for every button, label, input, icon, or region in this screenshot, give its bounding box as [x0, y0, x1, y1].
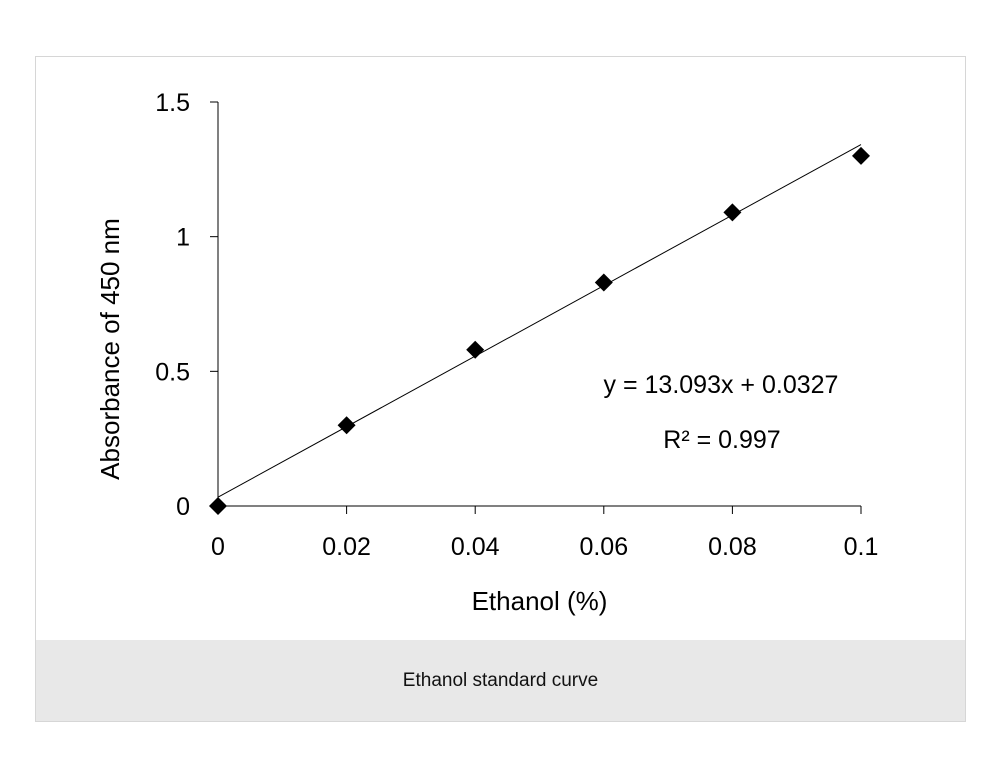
x-tick-label: 0.08 [708, 533, 757, 561]
y-tick-label: 1 [176, 224, 190, 252]
data-points [209, 146, 870, 515]
y-tick-label: 1.5 [155, 89, 190, 117]
y-axis-title: Absorbance of 450 nm [95, 218, 125, 480]
data-point-diamond [852, 146, 870, 165]
x-tick-label: 0.02 [322, 533, 371, 561]
x-tick-label: 0 [211, 533, 225, 561]
y-tick-label: 0 [176, 493, 190, 521]
chart-area: 0 0.5 1 1.5 0 0.02 0.04 0.06 0.08 0.1 Ethanol (%)… [36, 57, 965, 640]
chart-svg: 0 0.5 1 1.5 0 0.02 0.04 0.06 0.08 0.1 Ethanol (%)… [95, 89, 878, 616]
y-tick-label: 0.5 [155, 358, 190, 386]
data-point-diamond [337, 416, 356, 435]
trendline-equation: y = 13.093x + 0.0327 [604, 371, 839, 399]
x-tick-label: 0.06 [579, 533, 628, 561]
data-point-diamond [466, 340, 485, 359]
figure-caption: Ethanol standard curve [402, 669, 599, 691]
caption-bar: Ethanol standard curve [36, 640, 965, 721]
figure-frame: 0 0.5 1 1.5 0 0.02 0.04 0.06 0.08 0.1 Ethanol (%)… [35, 56, 966, 722]
axes: 0 0.5 1 1.5 0 0.02 0.04 0.06 0.08 0.1 [155, 89, 878, 561]
trendline [217, 144, 862, 498]
trendline-layer [217, 144, 862, 498]
x-axis-title: Ethanol (%) [472, 586, 608, 616]
data-point-diamond [723, 203, 742, 222]
x-tick-label: 0.1 [844, 533, 879, 561]
data-point-diamond [594, 273, 613, 292]
r-squared-label: R² = 0.997 [663, 426, 780, 454]
data-point-diamond [209, 497, 227, 515]
x-tick-label: 0.04 [451, 533, 500, 561]
